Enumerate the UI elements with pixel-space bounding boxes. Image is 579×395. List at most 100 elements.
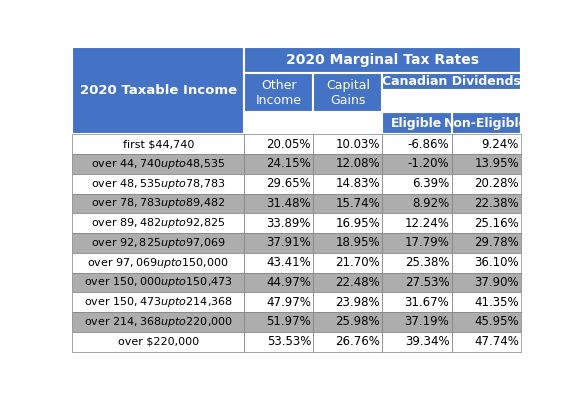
- Text: Eligible: Eligible: [391, 117, 442, 130]
- Bar: [452, 273, 521, 292]
- Bar: [313, 312, 383, 332]
- Text: 27.53%: 27.53%: [405, 276, 449, 289]
- Text: 37.19%: 37.19%: [405, 316, 449, 328]
- Bar: [452, 213, 521, 233]
- Text: 2020 Taxable Income: 2020 Taxable Income: [80, 84, 237, 97]
- Bar: [244, 233, 313, 253]
- Bar: [72, 273, 244, 292]
- Text: 41.35%: 41.35%: [474, 296, 519, 308]
- Bar: [244, 154, 313, 174]
- Bar: [313, 332, 383, 352]
- Bar: [452, 174, 521, 194]
- Bar: [452, 253, 521, 273]
- Bar: [313, 174, 383, 194]
- Bar: [72, 332, 244, 352]
- Bar: [383, 332, 452, 352]
- Bar: [244, 134, 313, 154]
- Bar: [313, 154, 383, 174]
- Bar: [72, 253, 244, 273]
- Bar: [244, 312, 313, 332]
- Text: 17.79%: 17.79%: [404, 236, 449, 249]
- Text: over $44,740 up to $48,535: over $44,740 up to $48,535: [91, 157, 226, 171]
- Text: 26.76%: 26.76%: [335, 335, 380, 348]
- Bar: [313, 253, 383, 273]
- Text: over $48,535 up to $78,783: over $48,535 up to $78,783: [91, 177, 226, 191]
- Text: 25.38%: 25.38%: [405, 256, 449, 269]
- Text: -6.86%: -6.86%: [408, 137, 449, 150]
- Text: 25.16%: 25.16%: [474, 216, 519, 229]
- Text: 22.38%: 22.38%: [474, 197, 519, 210]
- Text: 23.98%: 23.98%: [336, 296, 380, 308]
- Bar: [72, 233, 244, 253]
- Text: 24.15%: 24.15%: [266, 157, 311, 170]
- Text: 20.05%: 20.05%: [266, 137, 311, 150]
- Text: 12.24%: 12.24%: [404, 216, 449, 229]
- Text: 29.78%: 29.78%: [474, 236, 519, 249]
- Bar: [452, 112, 521, 134]
- Bar: [452, 134, 521, 154]
- Bar: [244, 292, 313, 312]
- Text: 16.95%: 16.95%: [335, 216, 380, 229]
- Bar: [244, 194, 313, 213]
- Bar: [72, 194, 244, 213]
- Bar: [383, 292, 452, 312]
- Text: Canadian Dividends: Canadian Dividends: [382, 75, 521, 88]
- Bar: [383, 154, 452, 174]
- Bar: [383, 273, 452, 292]
- Text: 44.97%: 44.97%: [266, 276, 311, 289]
- Bar: [244, 273, 313, 292]
- Text: 12.08%: 12.08%: [336, 157, 380, 170]
- Text: -1.20%: -1.20%: [408, 157, 449, 170]
- Text: over $220,000: over $220,000: [118, 337, 199, 347]
- Bar: [452, 292, 521, 312]
- Bar: [383, 253, 452, 273]
- Bar: [452, 154, 521, 174]
- Bar: [313, 273, 383, 292]
- Text: 18.95%: 18.95%: [336, 236, 380, 249]
- Text: 2020 Marginal Tax Rates: 2020 Marginal Tax Rates: [286, 53, 479, 67]
- Text: Non-Eligible: Non-Eligible: [444, 117, 529, 130]
- Bar: [244, 73, 313, 112]
- Text: 51.97%: 51.97%: [266, 316, 311, 328]
- Bar: [244, 253, 313, 273]
- Bar: [244, 47, 521, 73]
- Text: 43.41%: 43.41%: [266, 256, 311, 269]
- Text: 29.65%: 29.65%: [266, 177, 311, 190]
- Bar: [383, 174, 452, 194]
- Bar: [383, 312, 452, 332]
- Bar: [452, 312, 521, 332]
- Text: 47.97%: 47.97%: [266, 296, 311, 308]
- Text: 45.95%: 45.95%: [474, 316, 519, 328]
- Text: 53.53%: 53.53%: [267, 335, 311, 348]
- Text: 15.74%: 15.74%: [335, 197, 380, 210]
- Bar: [72, 174, 244, 194]
- Bar: [244, 213, 313, 233]
- Text: 13.95%: 13.95%: [474, 157, 519, 170]
- Text: 39.34%: 39.34%: [405, 335, 449, 348]
- Text: over $150,473 up to $214,368: over $150,473 up to $214,368: [84, 295, 233, 309]
- Bar: [383, 73, 521, 90]
- Text: 8.92%: 8.92%: [412, 197, 449, 210]
- Text: over $97,069 up to $150,000: over $97,069 up to $150,000: [87, 256, 229, 270]
- Bar: [313, 292, 383, 312]
- Text: 20.28%: 20.28%: [474, 177, 519, 190]
- Text: over $92,825 up to $97,069: over $92,825 up to $97,069: [91, 236, 226, 250]
- Text: 21.70%: 21.70%: [335, 256, 380, 269]
- Bar: [313, 233, 383, 253]
- Text: over $78,783 up to $89,482: over $78,783 up to $89,482: [91, 196, 226, 211]
- Bar: [383, 112, 452, 134]
- Text: 31.48%: 31.48%: [266, 197, 311, 210]
- Text: over $214,368 up to $220,000: over $214,368 up to $220,000: [84, 315, 233, 329]
- Text: 47.74%: 47.74%: [474, 335, 519, 348]
- Text: 31.67%: 31.67%: [405, 296, 449, 308]
- Bar: [313, 73, 383, 112]
- Text: 25.98%: 25.98%: [336, 316, 380, 328]
- Text: 37.90%: 37.90%: [474, 276, 519, 289]
- Text: Other
Income: Other Income: [256, 79, 302, 107]
- Bar: [452, 194, 521, 213]
- Bar: [72, 292, 244, 312]
- Text: 14.83%: 14.83%: [336, 177, 380, 190]
- Text: 6.39%: 6.39%: [412, 177, 449, 190]
- Text: over $150,000 up to $150,473: over $150,000 up to $150,473: [84, 275, 233, 290]
- Text: over $89,482 up to $92,825: over $89,482 up to $92,825: [91, 216, 225, 230]
